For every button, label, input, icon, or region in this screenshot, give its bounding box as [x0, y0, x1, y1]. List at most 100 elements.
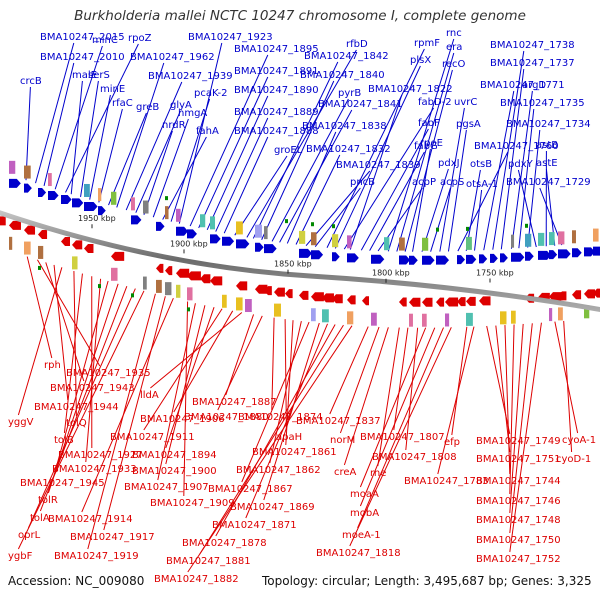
forward-gene-label[interactable]: plsX [410, 55, 431, 66]
forward-gene-label[interactable]: BMA10247_1760 [474, 141, 559, 152]
forward-gene-label[interactable]: pdxJ [438, 158, 460, 169]
forward-gene-label[interactable]: pyrB [338, 88, 361, 99]
forward-gene-label[interactable]: otsA-1 [466, 179, 498, 190]
reverse-gene-label[interactable]: mobA [350, 508, 379, 519]
forward-gene-label[interactable]: rpoZ [128, 33, 152, 44]
forward-gene-label[interactable]: pgsA [456, 119, 481, 130]
forward-gene-label[interactable]: BMA10247_2015 [40, 32, 125, 43]
forward-gene-label[interactable]: BMA10247_1738 [490, 40, 575, 51]
forward-gene-label[interactable]: hmgA [178, 108, 207, 119]
reverse-gene-label[interactable]: BMA10247_1881 [166, 556, 251, 567]
reverse-gene-label[interactable]: apaH [276, 432, 302, 443]
forward-gene-label[interactable]: rpoE [420, 138, 443, 149]
reverse-gene-label[interactable]: BMA10247_1818 [316, 548, 401, 559]
reverse-gene-label[interactable]: BMA10247_1874 [238, 412, 323, 423]
forward-gene-label[interactable]: nrdR [162, 120, 186, 131]
reverse-gene-label[interactable]: cyoD-1 [556, 454, 591, 465]
forward-gene-label[interactable]: BMA10247_2010 [40, 52, 125, 63]
reverse-gene-label[interactable]: creA [334, 467, 357, 478]
reverse-gene-label[interactable]: BMA10247_1869 [230, 502, 315, 513]
forward-gene-label[interactable]: BMA10247_1729 [506, 177, 591, 188]
forward-gene-label[interactable]: minC [92, 35, 118, 46]
forward-gene-label[interactable]: BMA10247_1939 [148, 71, 233, 82]
reverse-gene-label[interactable]: moeA-1 [342, 530, 381, 541]
forward-gene-label[interactable]: BMA10247_1838 [302, 121, 387, 132]
forward-gene-label[interactable]: uvrC [454, 97, 477, 108]
reverse-gene-label[interactable]: moaA [350, 489, 379, 500]
forward-gene-label[interactable]: pcaK-2 [194, 88, 227, 99]
reverse-gene-label[interactable]: tolB [54, 435, 74, 446]
reverse-gene-label[interactable]: lldA [140, 390, 159, 401]
reverse-gene-label[interactable]: BMA10247_1751 [476, 454, 561, 465]
forward-gene-label[interactable]: pdxY [508, 159, 534, 170]
reverse-gene-label[interactable]: BMA10247_1871 [212, 520, 297, 531]
reverse-gene-label[interactable]: BMA10247_1867 [208, 484, 293, 495]
reverse-gene-label[interactable]: BMA10247_1807 [360, 432, 445, 443]
forward-gene-label[interactable]: BMA10247_1923 [188, 32, 273, 43]
forward-gene-label[interactable]: otsB [470, 159, 492, 170]
reverse-gene-label[interactable]: BMA10247_1887 [192, 397, 277, 408]
forward-gene-label[interactable]: recO [442, 59, 466, 70]
reverse-gene-label[interactable]: BMA10247_1744 [476, 476, 561, 487]
reverse-gene-label[interactable]: BMA10247_1927 [58, 450, 143, 461]
reverse-gene-label[interactable]: tolA [30, 513, 50, 524]
reverse-gene-label[interactable]: BMA10247_1748 [476, 515, 561, 526]
forward-gene-label[interactable]: BMA10247_1888 [234, 126, 319, 137]
reverse-gene-label[interactable]: BMA10247_1861 [252, 447, 337, 458]
forward-gene-label[interactable]: rpmF [414, 38, 440, 49]
forward-gene-label[interactable]: BMA10247_1832 [306, 144, 391, 155]
forward-gene-label[interactable]: BMA10247_1891 [234, 66, 319, 77]
reverse-gene-label[interactable]: BMA10247_1808 [372, 452, 457, 463]
forward-gene-label[interactable]: astE [536, 158, 558, 169]
forward-gene-label[interactable]: malE [72, 70, 97, 81]
forward-gene-label[interactable]: BMA10247_1842 [304, 51, 389, 62]
reverse-gene-label[interactable]: BMA10247_1878 [182, 538, 267, 549]
reverse-gene-label[interactable]: BMA10247_1750 [476, 535, 561, 546]
reverse-gene-label[interactable]: BMA10247_1862 [236, 465, 321, 476]
forward-gene-label[interactable]: greB [136, 102, 159, 113]
reverse-gene-label[interactable]: BMA10247_1749 [476, 436, 561, 447]
forward-gene-label[interactable]: fahA [196, 126, 219, 137]
reverse-gene-label[interactable]: BMA10247_1935 [66, 368, 151, 379]
reverse-gene-label[interactable]: BMA10247_1911 [110, 432, 195, 443]
reverse-gene-label[interactable]: BMA10247_1752 [476, 554, 561, 565]
reverse-gene-label[interactable]: BMA10247_1894 [132, 450, 217, 461]
forward-gene-label[interactable]: BMA10247_1735 [500, 98, 585, 109]
forward-gene-label[interactable]: groEL [274, 145, 303, 156]
forward-gene-label[interactable]: BMA10247_1889 [234, 107, 319, 118]
forward-gene-label[interactable]: fabD-2 [418, 97, 452, 108]
reverse-gene-label[interactable]: BMA10247_1880 [184, 412, 269, 423]
reverse-gene-label[interactable]: BMA10247_1906 [140, 414, 225, 425]
forward-gene-label[interactable]: BMA10247_1841 [318, 99, 403, 110]
forward-gene-label[interactable]: minE [100, 84, 125, 95]
forward-gene-label[interactable]: pncB [350, 177, 375, 188]
forward-gene-label[interactable]: crcB [20, 76, 42, 87]
reverse-gene-label[interactable]: efp [444, 437, 460, 448]
reverse-gene-label[interactable]: BMA10247_1783 [404, 476, 489, 487]
reverse-gene-label[interactable]: norM [330, 435, 355, 446]
forward-gene-label[interactable]: BMA10247_1840 [300, 70, 385, 81]
reverse-gene-label[interactable]: tolQ [66, 418, 87, 429]
reverse-gene-label[interactable]: BMA10247_1900 [132, 466, 217, 477]
reverse-gene-label[interactable]: BMA10247_1919 [54, 551, 139, 562]
forward-gene-label[interactable]: rnc [446, 28, 462, 39]
forward-gene-label[interactable]: astB [536, 140, 558, 151]
forward-gene-label[interactable]: fabG [414, 141, 438, 152]
forward-gene-label[interactable]: BMA10247_1822 [368, 84, 453, 95]
reverse-gene-label[interactable]: rph [44, 360, 61, 371]
reverse-gene-label[interactable]: BMA10247_1837 [296, 416, 381, 427]
reverse-gene-label[interactable]: BMA10247_1943 [50, 383, 135, 394]
reverse-gene-label[interactable]: BMA10247_1933 [52, 464, 137, 475]
reverse-gene-label[interactable]: cyoA-1 [562, 435, 596, 446]
reverse-gene-label[interactable]: ygbF [8, 551, 33, 562]
forward-gene-label[interactable]: acpS [440, 177, 464, 188]
forward-gene-label[interactable]: acpP [412, 177, 436, 188]
reverse-gene-label[interactable]: yggV [8, 417, 34, 428]
reverse-gene-label[interactable]: BMA10247_1945 [20, 478, 105, 489]
reverse-gene-label[interactable]: tolR [38, 495, 58, 506]
forward-gene-label[interactable]: BMA10247_1962 [130, 52, 215, 63]
reverse-gene-label[interactable]: BMA10247_1882 [154, 574, 239, 585]
reverse-gene-label[interactable]: oprL [18, 530, 41, 541]
forward-gene-label[interactable]: BMA10247_1839 [336, 160, 421, 171]
forward-gene-label[interactable]: fabF [418, 118, 440, 129]
